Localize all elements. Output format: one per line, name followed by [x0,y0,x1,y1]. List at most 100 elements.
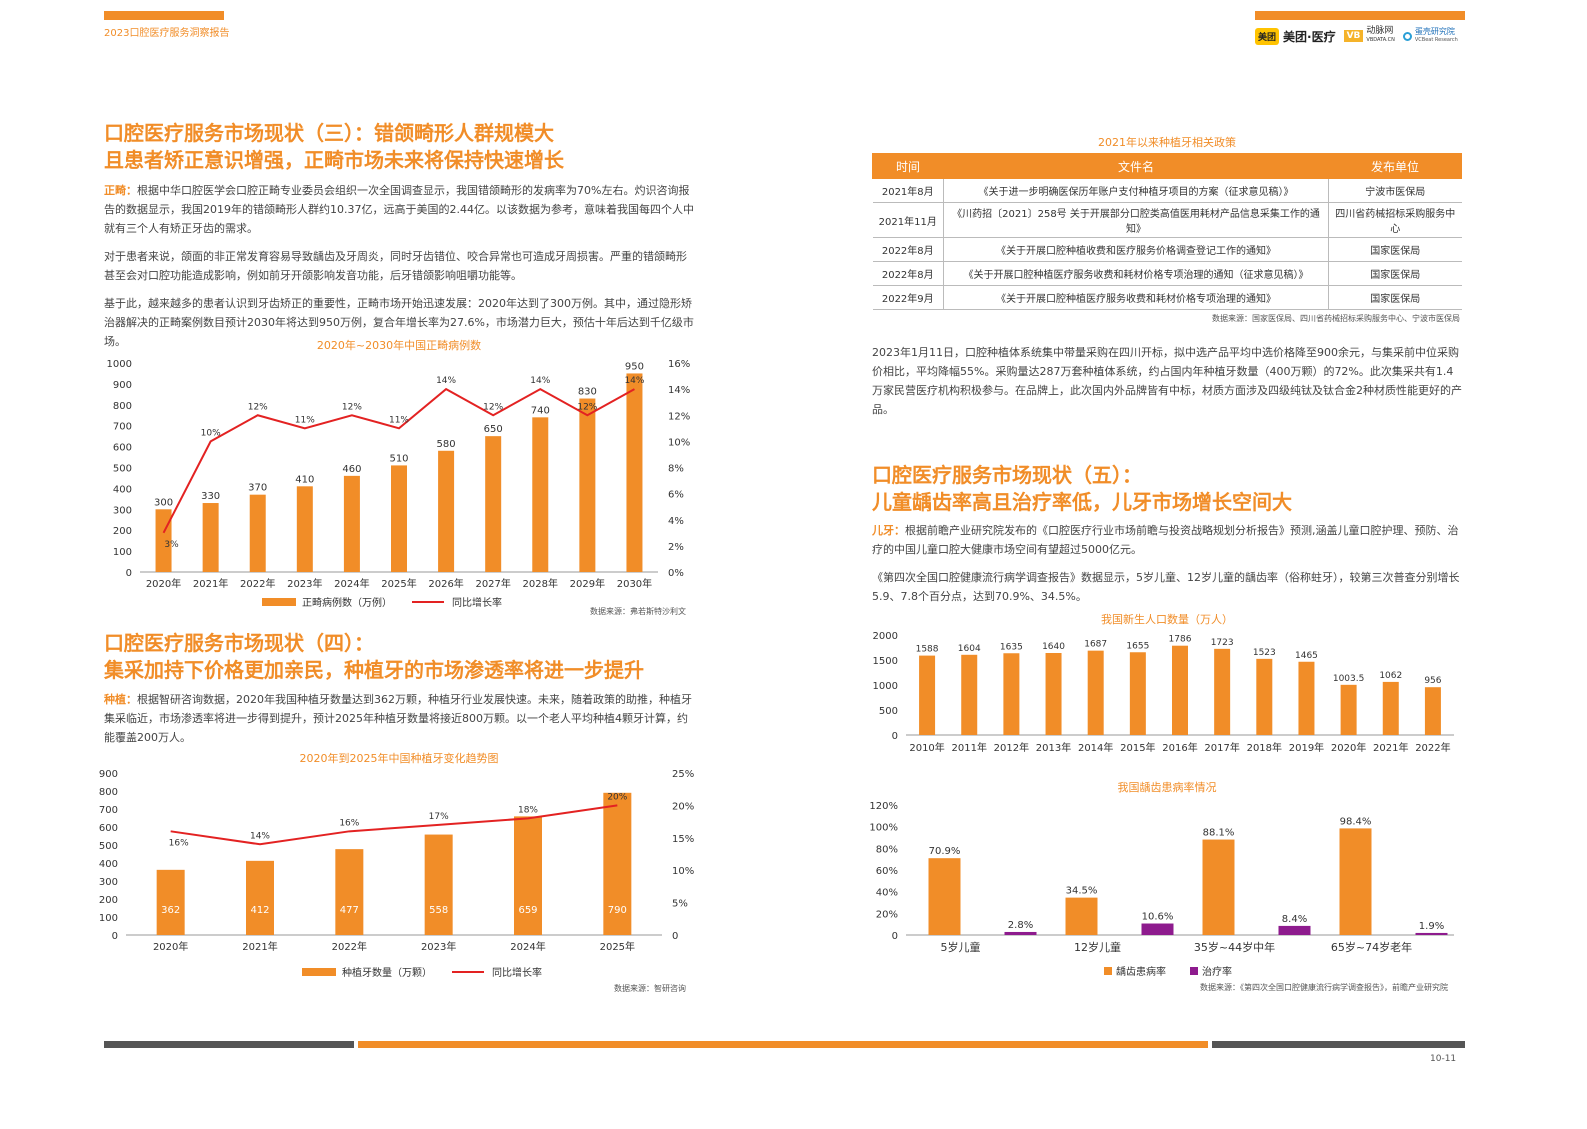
line-value-label: 18% [518,805,538,815]
x-tick-label: 2020年 [153,940,188,953]
policy-cell-publisher: 国家医保局 [1328,285,1462,310]
x-tick-label: 2017年 [1204,741,1239,754]
bar [514,816,542,935]
vcbeat-logo-sub: VCBeat Research [1414,37,1458,43]
policy-cell-file: 《关于开展口腔种植收费和医疗服务价格调查登记工作的通知》 [943,237,1329,262]
y-right-tick-label: 4% [668,516,684,527]
y-right-tick-label: 20% [672,801,694,812]
y-right-tick-label: 8% [668,464,684,475]
vcbeat-logo: 蛋壳研究院 VCBeat Research [1402,28,1458,44]
section4-title-line1: 口腔医疗服务市场现状（四）： [104,631,374,655]
policy-cell-publisher: 国家医保局 [1328,261,1462,286]
policy-cell-time: 2021年8月 [872,178,944,203]
bar-value-label: 70.9% [929,846,961,857]
vbdata-logo-box: VB [1343,30,1364,42]
chart4-caries-rate: 0 20% 40% 60% 80% 100% 120% 70.9% 2.8% 5岁儿童 34.5% 1… [869,801,1454,978]
legend-line-label: 同比增长率 [492,966,542,979]
section3-paragraph2: 对于患者来说，颌面的非正常发育容易导致龋齿及牙周炎，同时牙齿错位、咬合异常也可造… [104,250,687,282]
legend-label-caries: 龋齿患病率 [1116,965,1166,978]
bar-value-label: 2.8% [1008,920,1033,931]
bar-value-label: 98.4% [1340,816,1372,827]
bar [485,436,502,572]
bar [296,486,313,572]
footer-bar-right [1212,1041,1465,1048]
policy-cell-time: 2022年8月 [872,237,944,262]
policy-cell-file: 《川药招〔2021〕258号 关于开展部分口腔类高值医用耗材产品信息采集工作的通… [943,202,1329,238]
bar-value-label: 10.6% [1142,912,1174,923]
line-value-label: 14% [436,376,456,386]
footer-bar-middle [358,1041,1208,1048]
bar-value-label: 1.9% [1419,921,1444,932]
bar-value-label: 950 [625,361,644,372]
x-tick-label: 5岁儿童 [941,940,981,954]
x-tick-label: 65岁~74岁老年 [1331,940,1412,954]
y-left-tick-label: 600 [99,823,118,834]
y-right-tick-label: 12% [668,411,690,422]
bar [532,417,549,572]
bar-value-label: 34.5% [1066,886,1098,897]
y-left-tick-label: 100 [113,547,132,558]
section4-title-line2: 集采加持下价格更加亲民，种植牙的市场渗透率将进一步提升 [104,658,644,682]
y-left-tick-label: 300 [99,877,118,888]
bar [1339,828,1372,935]
section4b-paragraph: 2023年1月11日，口腔种植体系统集中带量采购在四川开标，拟中选产品平均中选价… [872,346,1462,416]
x-tick-label: 2022年 [240,577,275,590]
y-right-tick-label: 16% [668,359,690,370]
x-tick-label: 2026年 [428,577,463,590]
y-left-tick-label: 900 [113,380,132,391]
bar-value-label: 650 [484,424,503,435]
x-tick-label: 2022年 [332,940,367,953]
chart2-title: 2020年到2025年中国种植牙变化趋势图 [299,752,499,765]
partner-logos: 美团 美团·医疗 VB 动脉网 VBDATA.CN 蛋壳研究院 VCBeat R… [1255,27,1458,45]
section4-keyword: 种植： [104,693,137,706]
y-left-tick-label: 100 [99,913,118,924]
table-row: 2021年11月 《川药招〔2021〕258号 关于开展部分口腔类高值医用耗材产… [872,202,1462,238]
bar-value-label: 1655 [1126,641,1149,651]
section3-title-line2: 且患者矫正意识增强，正畸市场未来将保持快速增长 [104,148,564,172]
y-tick-label: 0 [892,731,898,742]
bar [1087,650,1104,735]
bar-value-label: 830 [578,387,597,398]
y-right-tick-label: 6% [668,490,684,501]
bar [579,398,596,572]
y-tick-label: 20% [876,909,898,920]
bar-value-label: 1588 [916,645,939,655]
section5-keyword: 儿牙： [872,524,905,537]
line-value-label: 17% [429,812,449,822]
bar [156,869,185,935]
y-left-tick-label: 1000 [107,359,132,370]
bar-value-label: 1635 [1000,642,1023,652]
bar-value-label: 1003.5 [1333,674,1365,684]
x-tick-label: 2021年 [1373,741,1408,754]
header-accent-bar-right [1255,11,1465,20]
bar [1045,653,1062,735]
table-row: 2022年8月 《关于开展口腔种植医疗服务收费和耗材价格专项治理的通知（征求意见… [872,261,1462,286]
section4-p1-text: 根据智研咨询数据，2020年我国种植牙数量达到362万颗，种植牙行业发展快速。未… [104,693,692,744]
bar [1065,897,1098,935]
y-tick-label: 500 [879,706,898,717]
line-value-label: 14% [530,376,550,386]
y-left-tick-label: 0 [126,568,132,579]
report-title: 2023口腔医疗服务洞察报告 [104,28,230,39]
policy-cell-time: 2021年11月 [872,202,944,238]
policy-table-title: 2021年以来种植牙相关政策 [1098,136,1236,149]
legend-bar-label: 正畸病例数（万例） [302,596,392,609]
section4-title: 口腔医疗服务市场现状（四）： 集采加持下价格更加亲民，种植牙的市场渗透率将进一步… [104,630,724,684]
x-tick-label: 2027年 [475,577,510,590]
bar [249,494,266,572]
y-right-tick-label: 5% [672,899,688,910]
policy-header-publisher: 发布单位 [1328,153,1462,179]
y-right-tick-label: 15% [672,834,694,845]
bar [424,834,453,935]
bar-value-label: 1723 [1211,638,1234,648]
policy-cell-time: 2022年8月 [872,261,944,286]
y-tick-label: 60% [876,866,898,877]
policy-cell-time: 2022年9月 [872,285,944,310]
vbdata-logo: VB 动脉网 VBDATA.CN [1343,27,1395,45]
policy-cell-file: 《关于开展口腔种植医疗服务收费和耗材价格专项治理的通知》 [943,285,1329,310]
growth-rate-line [170,804,618,846]
policy-cell-file: 《关于进一步明确医保历年账户支付种植牙项目的方案（征求意见稿）》 [943,178,1329,203]
y-right-tick-label: 14% [668,385,690,396]
bar [1141,923,1174,935]
legend-bar-swatch [302,968,336,976]
